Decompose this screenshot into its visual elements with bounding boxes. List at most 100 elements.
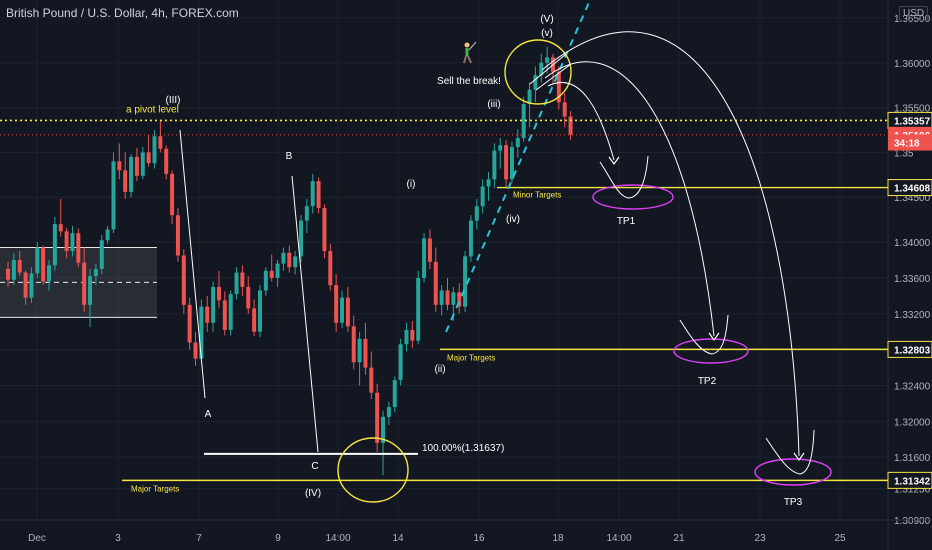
y-tick-label: 1.36000 bbox=[894, 59, 931, 70]
price-tag-label: 1.34608 bbox=[894, 184, 931, 195]
candle-body bbox=[445, 290, 450, 305]
candle-body bbox=[351, 326, 356, 363]
target-label: TP2 bbox=[698, 376, 717, 387]
candle-body bbox=[111, 161, 116, 230]
major-target-label-2: Major Targets bbox=[131, 484, 179, 493]
x-tick-label: 14:00 bbox=[325, 533, 350, 544]
golfer-icon bbox=[463, 41, 477, 64]
arrowhead-3 bbox=[793, 452, 805, 462]
wave-label: (III) bbox=[166, 95, 181, 106]
bottom-highlight-ellipse bbox=[337, 437, 409, 503]
candle-body bbox=[363, 338, 368, 368]
y-tick-label: 1.32400 bbox=[894, 382, 931, 393]
candle-body bbox=[47, 265, 52, 282]
wave-label: (ii) bbox=[434, 364, 445, 375]
price-tag-label: 34:18 bbox=[894, 139, 920, 150]
x-tick-label: 3 bbox=[115, 533, 121, 544]
candle-body bbox=[93, 268, 98, 277]
target-label: TP3 bbox=[784, 497, 803, 508]
candle-body bbox=[287, 252, 292, 268]
candle-body bbox=[457, 292, 462, 307]
candle-body bbox=[234, 272, 239, 295]
y-tick-label: 1.33200 bbox=[894, 310, 931, 321]
candle-body bbox=[82, 262, 87, 305]
candle-body bbox=[240, 272, 245, 287]
fib-label: 100.00%(1.31637) bbox=[422, 443, 504, 454]
candle-body bbox=[492, 150, 497, 180]
candle-body bbox=[316, 181, 321, 208]
candle-body bbox=[474, 206, 479, 221]
y-tick-label: 1.35 bbox=[894, 148, 914, 159]
candle-body bbox=[105, 229, 110, 241]
y-tick-label: 1.35500 bbox=[894, 104, 931, 115]
candle-body bbox=[293, 256, 298, 268]
candle-body bbox=[392, 380, 397, 408]
candle-body bbox=[422, 238, 427, 278]
candle-body bbox=[381, 416, 386, 443]
candle-body bbox=[310, 181, 315, 207]
candle-body bbox=[205, 306, 210, 323]
candle-body bbox=[29, 273, 34, 298]
wave-label: (v) bbox=[541, 28, 553, 39]
x-tick-label: 25 bbox=[834, 533, 846, 544]
tp2-bounce bbox=[679, 314, 729, 355]
candle-body bbox=[246, 286, 251, 309]
candle-body bbox=[416, 277, 421, 341]
price-tag bbox=[887, 179, 932, 197]
candle-body bbox=[252, 308, 257, 332]
y-tick-label: 1.32000 bbox=[894, 417, 931, 428]
candle-body bbox=[35, 247, 40, 274]
candle-body bbox=[52, 224, 57, 266]
price-tag-label: 1.32803 bbox=[894, 345, 931, 356]
price-tag-label: 1.35357 bbox=[894, 116, 931, 127]
sell-annotation: Sell the break! bbox=[437, 76, 501, 87]
candle-body bbox=[58, 224, 63, 232]
candle-body bbox=[88, 276, 93, 305]
candle-body bbox=[275, 263, 280, 278]
candle-body bbox=[263, 270, 268, 291]
candle-body bbox=[486, 179, 491, 187]
candle-body bbox=[228, 294, 233, 330]
candle-body bbox=[281, 252, 286, 264]
candle-body bbox=[175, 215, 180, 256]
currency-button[interactable]: USD bbox=[899, 6, 929, 21]
y-tick-label: 1.33600 bbox=[894, 274, 931, 285]
x-tick-label: 14:00 bbox=[606, 533, 631, 544]
candle-body bbox=[433, 261, 438, 305]
x-tick-label: 7 bbox=[196, 533, 202, 544]
x-tick-label: 18 bbox=[552, 533, 564, 544]
candle-body bbox=[181, 255, 186, 305]
tp2-ellipse bbox=[673, 338, 749, 364]
arrowhead-1 bbox=[608, 156, 620, 166]
candle-body bbox=[533, 75, 538, 90]
candle-body bbox=[64, 231, 69, 252]
candle-body bbox=[468, 220, 473, 257]
x-tick-label: 16 bbox=[473, 533, 485, 544]
candle-body bbox=[134, 156, 139, 176]
major-target-label-1: Major Targets bbox=[447, 353, 495, 362]
candle-body bbox=[439, 290, 444, 305]
wave-label: (iii) bbox=[487, 99, 500, 110]
projection-arc-3 bbox=[541, 31, 800, 457]
candle-body bbox=[140, 152, 145, 176]
pointer-line-1 bbox=[535, 63, 572, 91]
candle-body bbox=[76, 233, 81, 263]
price-tag bbox=[888, 134, 932, 151]
y-tick-label: 1.36500 bbox=[894, 14, 931, 25]
wave-label: (iv) bbox=[506, 214, 520, 225]
projection-arc-1 bbox=[547, 81, 615, 161]
candle-body bbox=[463, 256, 468, 307]
wave-line-iii-a bbox=[179, 129, 206, 399]
candle-body bbox=[451, 292, 456, 305]
candle-body bbox=[427, 238, 432, 262]
candle-body bbox=[299, 220, 303, 257]
candle-body bbox=[6, 268, 10, 280]
candle-body bbox=[527, 89, 532, 104]
candle-body bbox=[269, 270, 274, 278]
candle-body bbox=[521, 104, 526, 139]
candle-body bbox=[17, 260, 22, 273]
wave-label: A bbox=[205, 409, 212, 420]
pointer-line-2 bbox=[529, 53, 567, 85]
candle-body bbox=[193, 342, 198, 359]
